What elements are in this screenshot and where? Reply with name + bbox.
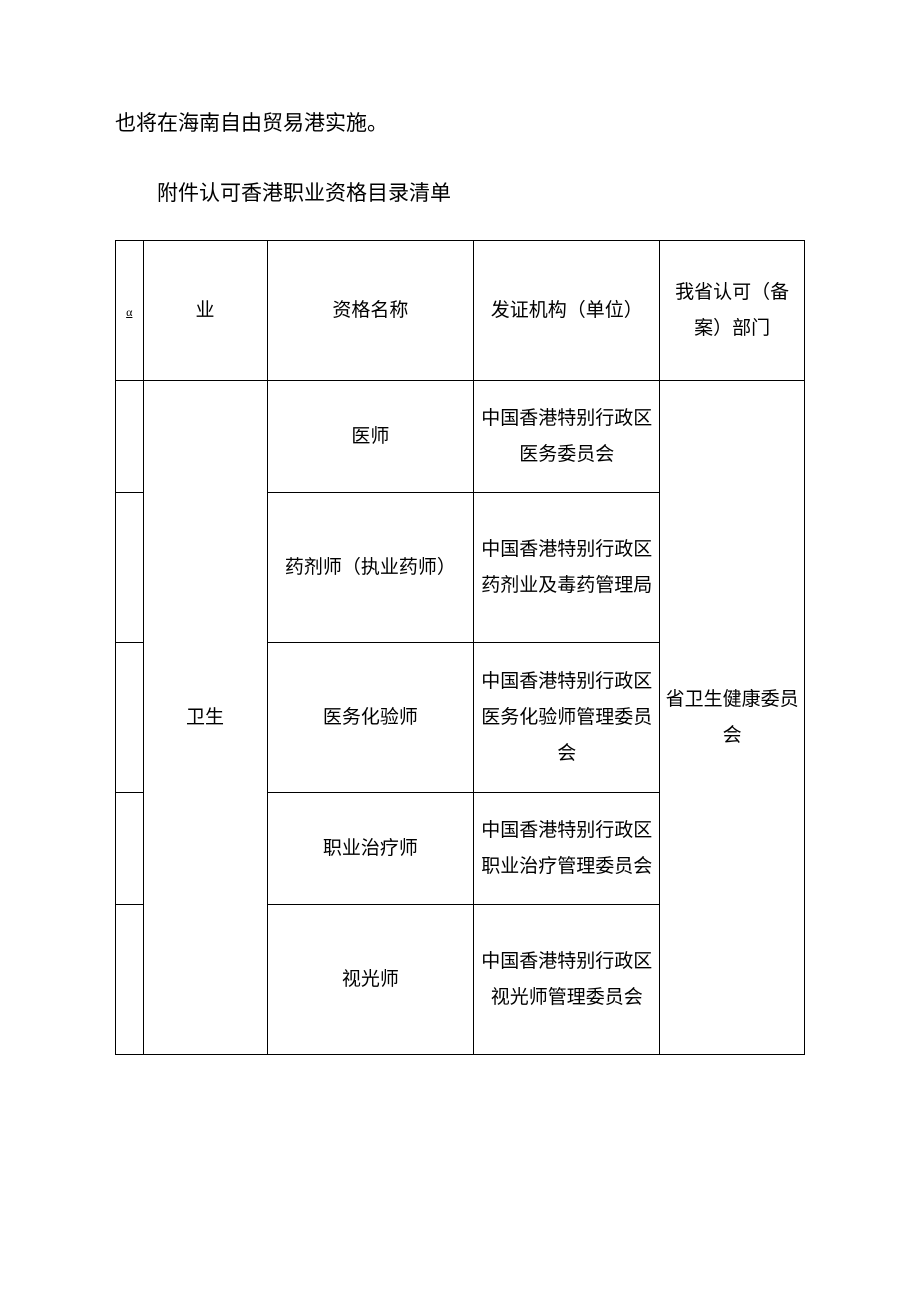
- paragraph-1: 也将在海南自由贸易港实施。: [115, 100, 805, 146]
- cell-qualification: 视光师: [267, 905, 474, 1055]
- header-col4: 发证机构（单位）: [474, 241, 660, 381]
- header-col5: 我省认可（备案）部门: [660, 241, 805, 381]
- cell-issuer: 中国香港特别行政区医务委员会: [474, 381, 660, 493]
- cell-qualification: 医务化验师: [267, 643, 474, 793]
- cell-issuer: 中国香港特别行政区药剂业及毒药管理局: [474, 493, 660, 643]
- header-col2: 业: [143, 241, 267, 381]
- cell-issuer: 中国香港特别行政区职业治疗管理委员会: [474, 793, 660, 905]
- header-col1-text: α: [126, 305, 132, 319]
- cell-department: 省卫生健康委员会: [660, 381, 805, 1055]
- cell-issuer: 中国香港特别行政区视光师管理委员会: [474, 905, 660, 1055]
- cell-num-3: [116, 643, 144, 793]
- header-col3: 资格名称: [267, 241, 474, 381]
- cell-qualification: 药剂师（执业药师）: [267, 493, 474, 643]
- cell-num-2: [116, 493, 144, 643]
- table-row: 卫生 医师 中国香港特别行政区医务委员会 省卫生健康委员会: [116, 381, 805, 493]
- cell-num-5: [116, 905, 144, 1055]
- header-col1: α: [116, 241, 144, 381]
- cell-qualification: 职业治疗师: [267, 793, 474, 905]
- cell-num-1: [116, 381, 144, 493]
- cell-qualification: 医师: [267, 381, 474, 493]
- qualification-table: α 业 资格名称 发证机构（单位） 我省认可（备案）部门 卫生 医师 中国香港特…: [115, 240, 805, 1055]
- cell-industry: 卫生: [143, 381, 267, 1055]
- paragraph-2: 附件认可香港职业资格目录清单: [115, 170, 805, 216]
- cell-num-4: [116, 793, 144, 905]
- table-header-row: α 业 资格名称 发证机构（单位） 我省认可（备案）部门: [116, 241, 805, 381]
- cell-issuer: 中国香港特别行政区医务化验师管理委员会: [474, 643, 660, 793]
